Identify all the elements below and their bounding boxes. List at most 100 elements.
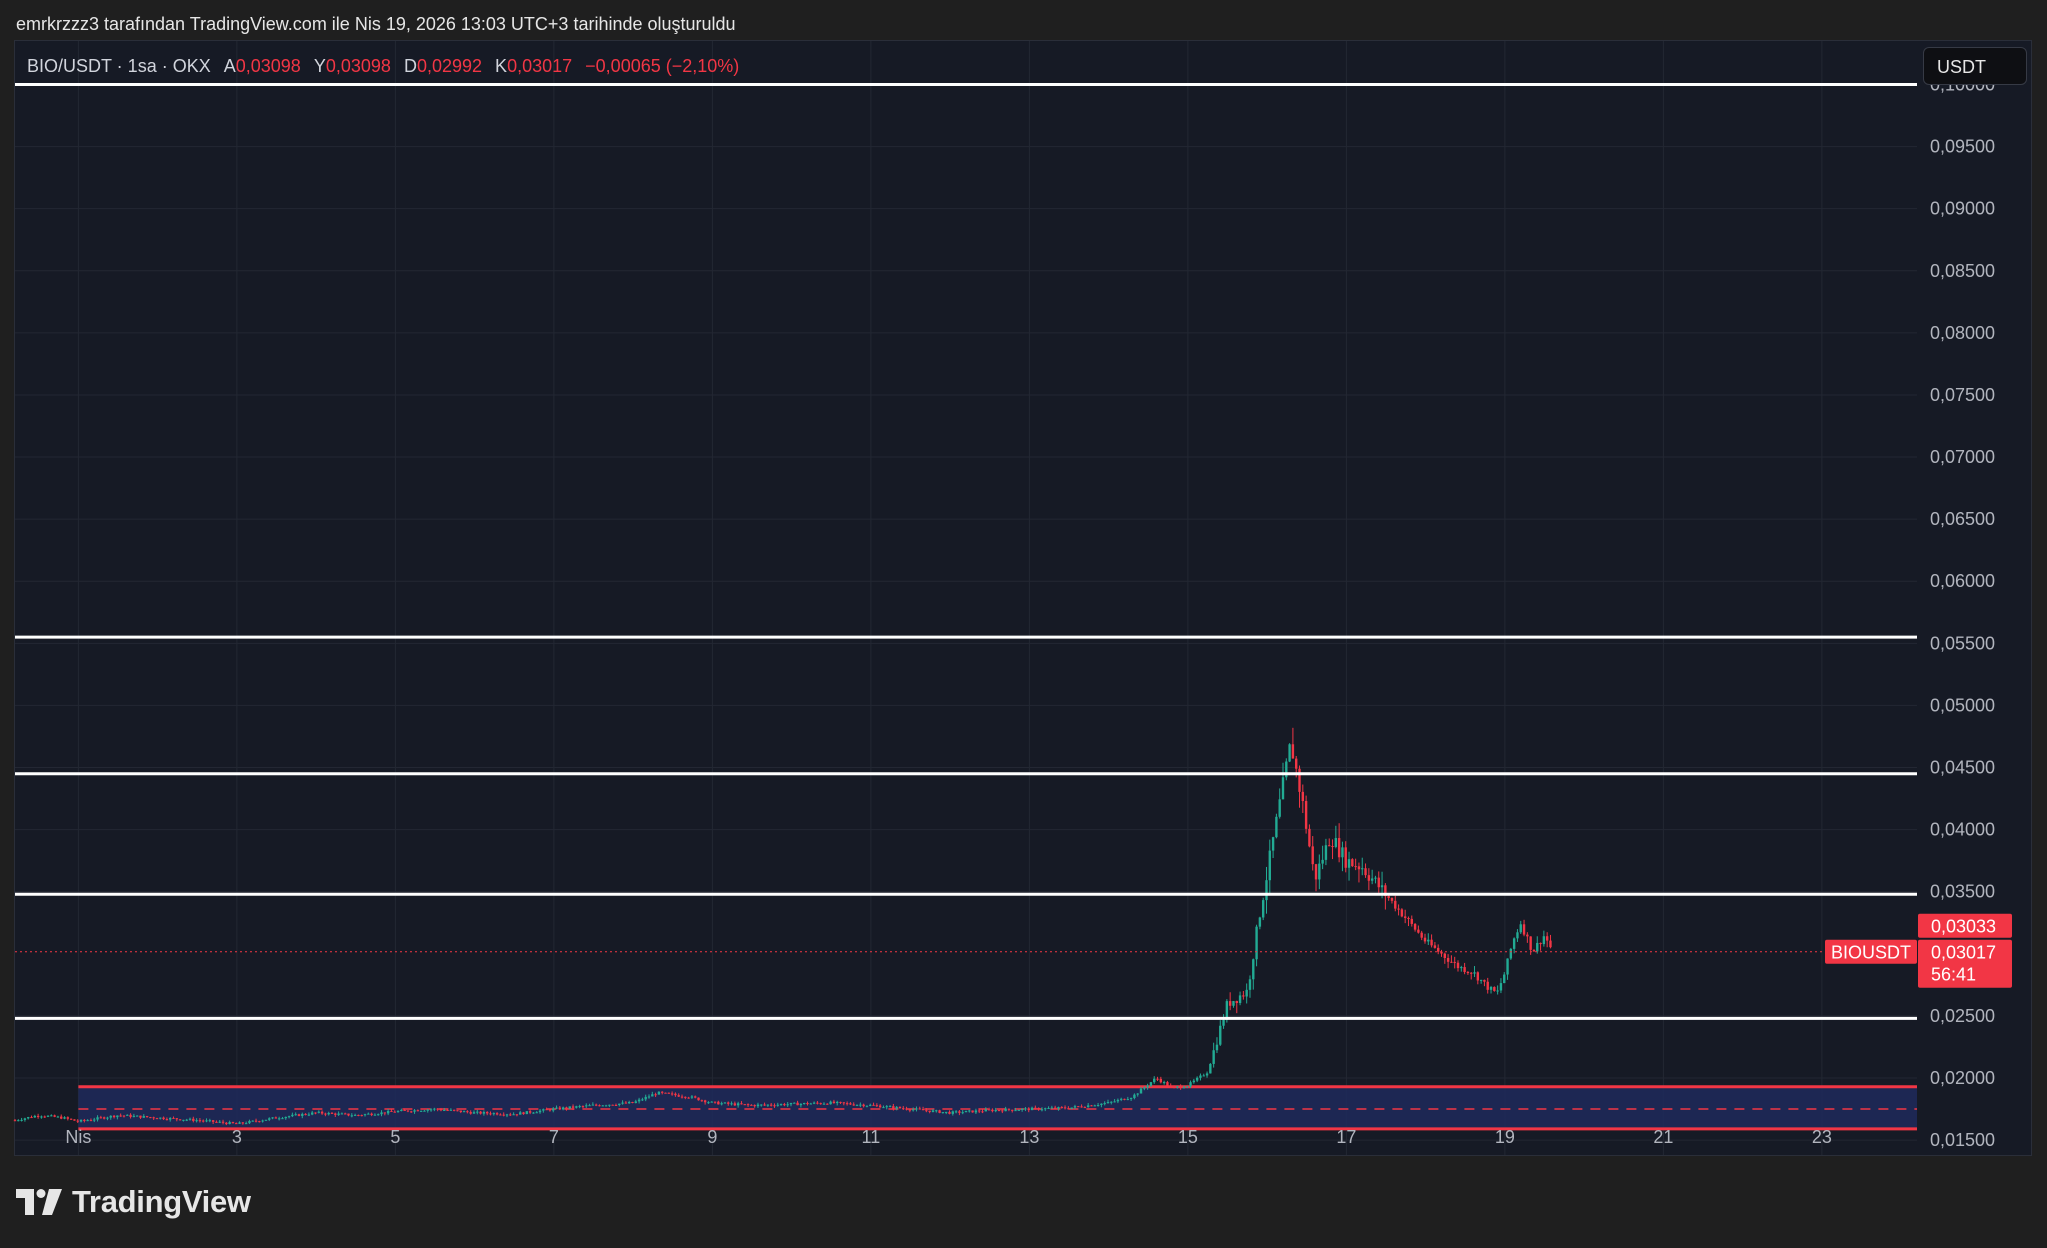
candle-body <box>337 1113 340 1115</box>
candle-body <box>634 1101 637 1103</box>
symbol-info[interactable]: BIO/USDT · 1sa · OKX <box>27 56 211 76</box>
candle-body <box>1436 947 1440 952</box>
candle-body <box>66 1117 70 1119</box>
candle-body <box>1133 1094 1136 1099</box>
candle-body <box>1086 1105 1090 1108</box>
candle-body <box>287 1116 291 1118</box>
candle-body <box>472 1112 476 1114</box>
candle-body <box>515 1114 519 1116</box>
candle-body <box>1526 934 1529 937</box>
candle-body <box>935 1110 938 1112</box>
candle-body <box>766 1104 770 1106</box>
candle-body <box>344 1113 347 1115</box>
candle-body <box>1093 1105 1096 1107</box>
candle-body <box>1050 1107 1054 1109</box>
candle-body <box>542 1109 545 1111</box>
candle-body <box>875 1105 879 1107</box>
candle-body <box>13 1120 17 1122</box>
range-box <box>78 1086 1917 1129</box>
candle-body <box>462 1111 466 1113</box>
candle-body <box>1463 967 1466 973</box>
candle-body <box>892 1106 895 1109</box>
candle-body <box>469 1112 472 1114</box>
currency-button[interactable]: USDT <box>1923 47 2027 85</box>
candle-body <box>1522 924 1526 935</box>
candle-body <box>657 1091 661 1095</box>
candle-body <box>135 1115 139 1117</box>
chart-panel[interactable] <box>14 40 2032 1156</box>
candle-body <box>175 1118 179 1120</box>
candle-body <box>99 1117 103 1119</box>
candle-body <box>898 1106 902 1109</box>
candle-body <box>1384 885 1387 897</box>
low-label: D <box>403 56 417 76</box>
candle-body <box>585 1105 588 1107</box>
candle-body <box>182 1119 185 1121</box>
candle-body <box>961 1112 964 1114</box>
candle-body <box>1222 1019 1225 1026</box>
candle-body <box>793 1102 796 1104</box>
candle-body <box>119 1115 122 1117</box>
high-price-tag <box>1918 913 2012 938</box>
candle-body <box>244 1123 248 1125</box>
candle-body <box>647 1096 651 1098</box>
candle-body <box>581 1106 585 1108</box>
candle-body <box>941 1112 945 1114</box>
candle-body <box>1195 1077 1199 1081</box>
last-price-tag <box>1918 939 2012 988</box>
candle-body <box>221 1121 225 1123</box>
candle-body <box>1258 917 1262 927</box>
candle-body <box>350 1115 354 1117</box>
candle-body <box>106 1117 109 1119</box>
candle-body <box>753 1105 756 1107</box>
candle-body <box>211 1120 215 1122</box>
candle-body <box>1153 1078 1156 1083</box>
candle-body <box>495 1113 499 1115</box>
candle-body <box>991 1109 994 1112</box>
candle-body <box>1370 878 1374 881</box>
candle-body <box>482 1112 486 1114</box>
candle-body <box>733 1103 737 1106</box>
candle-body <box>277 1118 281 1120</box>
candle-body <box>624 1102 628 1104</box>
candle-body <box>314 1112 317 1114</box>
candle-body <box>63 1117 66 1119</box>
candle-body <box>1499 983 1503 991</box>
time-axis-label: 5 <box>390 1127 400 1147</box>
candle-body <box>1119 1098 1123 1100</box>
candle-body <box>1044 1108 1047 1110</box>
candle-body <box>627 1101 631 1104</box>
candle-body <box>796 1102 799 1106</box>
candle-body <box>416 1110 420 1112</box>
candle-body <box>235 1123 238 1125</box>
open-label: A <box>223 56 236 76</box>
candle-body <box>1413 923 1417 930</box>
candle-body <box>1291 744 1295 759</box>
candle-body <box>882 1107 885 1109</box>
candle-body <box>1470 972 1473 974</box>
candle-body <box>895 1106 898 1109</box>
price-axis-label: 0,03500 <box>1930 882 1995 902</box>
candle-body <box>334 1113 337 1115</box>
brand-name: TradingView <box>72 1184 251 1219</box>
candle-body <box>779 1104 783 1106</box>
candle-body <box>538 1110 542 1113</box>
candle-body <box>1493 986 1496 991</box>
candle-body <box>1265 880 1268 901</box>
candle-body <box>1037 1107 1040 1110</box>
candle-body <box>1328 845 1331 847</box>
candle-body <box>1011 1109 1014 1111</box>
candle-body <box>690 1096 694 1098</box>
price-axis-label: 0,07000 <box>1930 447 1995 467</box>
candle-body <box>479 1111 482 1114</box>
candle-body <box>185 1119 188 1121</box>
candle-body <box>545 1109 548 1111</box>
candle-body <box>383 1112 387 1114</box>
candle-body <box>205 1120 208 1122</box>
candle-body <box>1427 939 1430 942</box>
candle-body <box>1466 972 1470 974</box>
price-axis-label: 0,02000 <box>1930 1068 1995 1088</box>
candle-body <box>1136 1093 1139 1095</box>
candle-body <box>915 1108 918 1110</box>
